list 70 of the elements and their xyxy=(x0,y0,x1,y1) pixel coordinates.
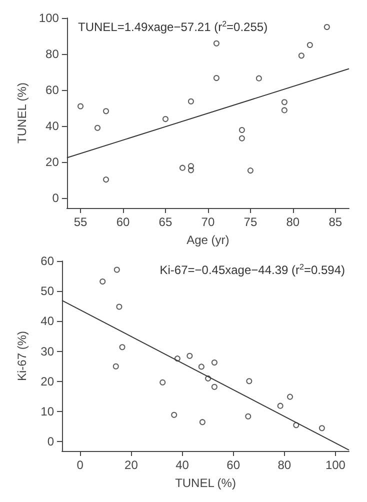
y-tick-label: 20 xyxy=(46,155,60,170)
point xyxy=(324,24,330,30)
y-tick-label: 10 xyxy=(40,404,54,419)
point xyxy=(186,352,193,359)
point xyxy=(78,103,84,110)
point xyxy=(238,127,245,134)
point xyxy=(293,422,300,428)
point xyxy=(119,344,126,350)
point xyxy=(160,379,166,386)
x-axis-title: Age (yr) xyxy=(186,233,230,247)
point xyxy=(238,135,245,142)
point xyxy=(213,74,220,81)
point xyxy=(103,176,110,183)
y-axis-title: Ki-67 (%) xyxy=(15,330,29,382)
y-tick-label: 60 xyxy=(40,254,54,268)
point xyxy=(246,378,252,384)
point xyxy=(174,356,180,362)
point xyxy=(188,98,194,104)
point xyxy=(179,164,186,171)
point xyxy=(277,402,284,409)
x-tick-label: 60 xyxy=(116,215,130,229)
point xyxy=(318,425,325,432)
point xyxy=(188,167,194,174)
point xyxy=(211,359,218,366)
point xyxy=(171,412,178,418)
y-tick-label: 100 xyxy=(38,11,60,25)
x-tick-label: 80 xyxy=(278,458,292,472)
point xyxy=(94,124,101,131)
x-tick-label: 80 xyxy=(286,215,300,229)
point xyxy=(287,394,294,400)
point xyxy=(247,168,254,174)
y-tick-label: 0 xyxy=(52,191,60,206)
y-tick-label: 50 xyxy=(40,284,54,298)
point xyxy=(198,364,204,370)
point xyxy=(162,116,168,122)
x-tick-label: 55 xyxy=(74,215,88,229)
x-axis-title: TUNEL (%) xyxy=(175,476,236,490)
point xyxy=(306,42,313,48)
y-tick-label: 80 xyxy=(46,47,60,62)
x-tick-label: 65 xyxy=(158,215,172,229)
x-tick-label: 20 xyxy=(124,458,138,472)
point xyxy=(114,266,120,273)
y-tick-label: 30 xyxy=(40,344,54,358)
y-tick-label: 0 xyxy=(47,434,54,449)
y-tick-label: 60 xyxy=(46,83,60,98)
x-tick-label: 60 xyxy=(226,458,240,472)
point xyxy=(199,419,206,426)
x-tick-label: 40 xyxy=(176,458,190,472)
x-tick-label: 100 xyxy=(325,458,346,472)
y-tick-label: 40 xyxy=(40,314,54,328)
point xyxy=(100,278,106,284)
point xyxy=(213,40,220,46)
x-tick-label: 85 xyxy=(328,215,342,229)
point xyxy=(281,99,288,106)
point xyxy=(103,108,110,114)
point xyxy=(256,75,262,82)
x-tick-label: 70 xyxy=(201,215,215,229)
point xyxy=(205,375,212,382)
y-tick-label: 20 xyxy=(40,374,54,388)
point xyxy=(298,52,304,59)
point xyxy=(112,363,119,370)
y-axis-title: TUNEL (%) xyxy=(15,82,29,144)
y-tick-label: 40 xyxy=(46,119,60,134)
x-tick-label: 0 xyxy=(76,458,84,472)
point xyxy=(245,413,252,420)
point xyxy=(188,163,194,170)
x-tick-label: 75 xyxy=(244,215,258,229)
point xyxy=(116,304,122,310)
point xyxy=(211,384,218,390)
point xyxy=(281,107,288,114)
